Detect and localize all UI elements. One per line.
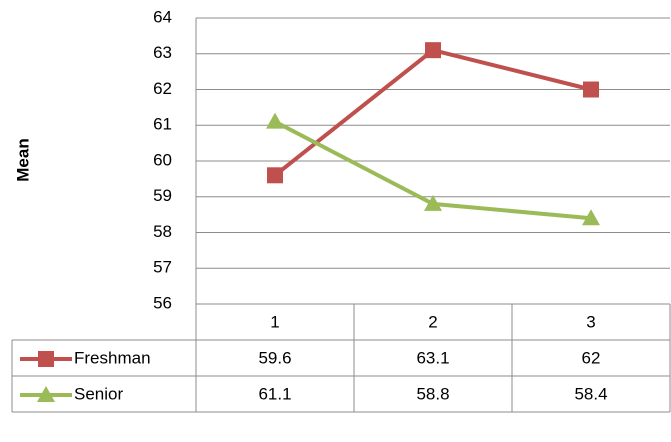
table-value: 63.1 bbox=[416, 348, 449, 367]
y-axis-label: Mean bbox=[13, 138, 32, 181]
y-tick-label: 61 bbox=[153, 115, 172, 134]
y-tick-label: 60 bbox=[153, 150, 172, 169]
marker bbox=[267, 167, 283, 184]
marker bbox=[424, 194, 442, 211]
table-value: 58.4 bbox=[574, 384, 607, 403]
x-tick-label: 3 bbox=[586, 312, 595, 331]
y-tick-label: 56 bbox=[153, 293, 172, 312]
y-tick-label: 58 bbox=[153, 222, 172, 241]
table-value: 62 bbox=[582, 348, 601, 367]
table-value: 58.8 bbox=[416, 384, 449, 403]
legend-label: Freshman bbox=[74, 348, 151, 367]
marker bbox=[266, 112, 284, 129]
marker bbox=[425, 42, 441, 59]
legend-marker bbox=[37, 386, 55, 402]
y-tick-label: 59 bbox=[153, 186, 172, 205]
table-value: 59.6 bbox=[258, 348, 291, 367]
legend-marker bbox=[38, 351, 54, 367]
table-value: 61.1 bbox=[258, 384, 291, 403]
x-tick-label: 1 bbox=[270, 312, 279, 331]
series-line bbox=[273, 47, 592, 177]
x-tick-label: 2 bbox=[428, 312, 437, 331]
y-tick-label: 57 bbox=[153, 258, 172, 277]
y-tick-label: 62 bbox=[153, 79, 172, 98]
y-tick-label: 64 bbox=[153, 7, 172, 26]
legend-label: Senior bbox=[74, 384, 123, 403]
y-tick-label: 63 bbox=[153, 43, 172, 62]
marker bbox=[582, 209, 600, 226]
marker bbox=[583, 81, 599, 98]
